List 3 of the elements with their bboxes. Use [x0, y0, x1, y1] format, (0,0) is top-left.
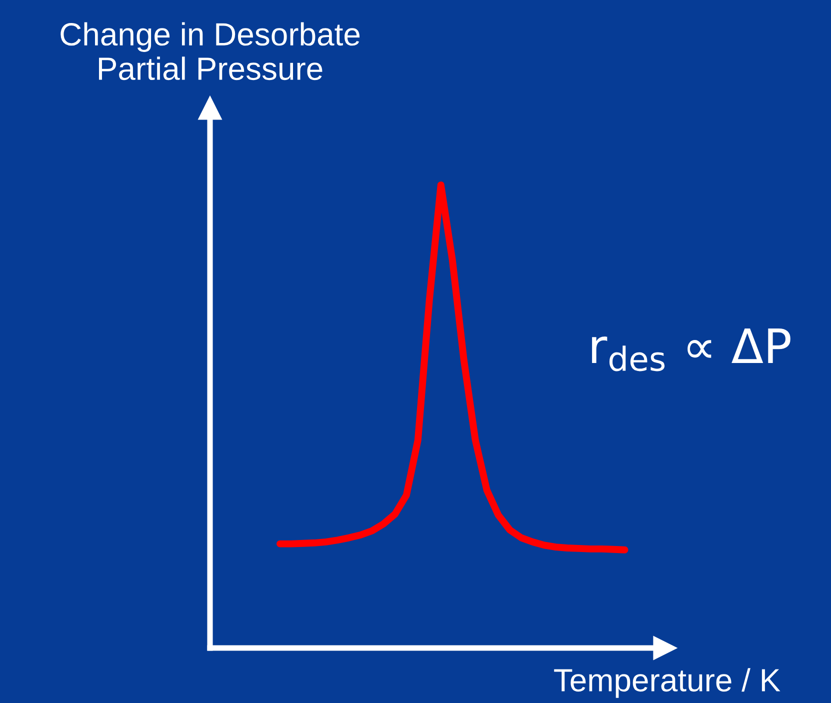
- x-axis-title: Temperature / K: [554, 668, 780, 698]
- y-axis-title: Change in Desorbate Partial Pressure: [60, 22, 360, 80]
- annotation: r$_{des}$ ∝ ΔP: [592, 328, 790, 372]
